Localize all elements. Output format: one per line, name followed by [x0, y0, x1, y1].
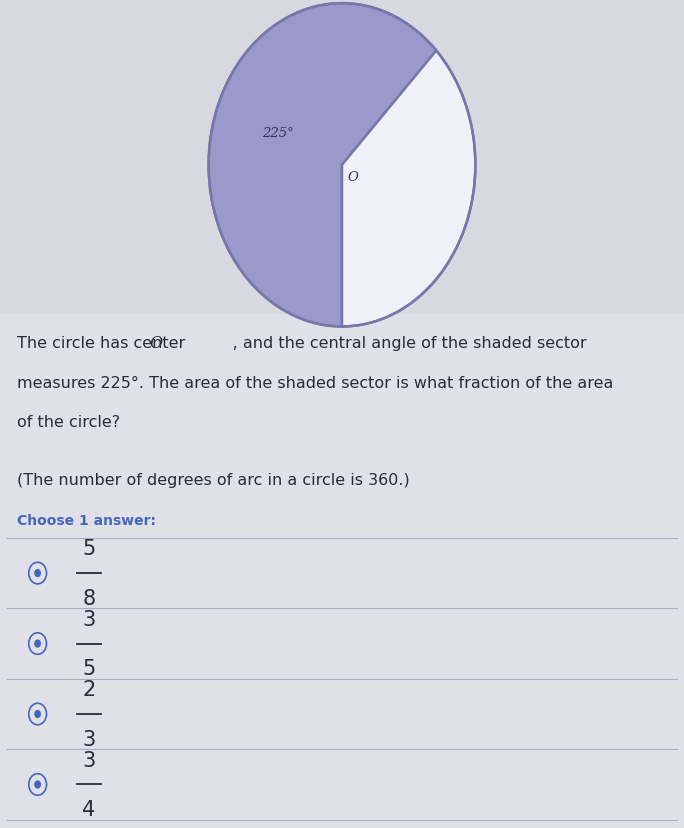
Text: (The number of degrees of arc in a circle is 360.): (The number of degrees of arc in a circl… [17, 472, 410, 487]
Text: The circle has center              , and the central angle of the shaded sector: The circle has center , and the central … [17, 335, 587, 350]
Text: O: O [149, 335, 162, 352]
Text: 5: 5 [82, 538, 96, 558]
Text: O: O [347, 171, 358, 184]
Text: Choose 1 answer:: Choose 1 answer: [17, 513, 156, 527]
Text: 3: 3 [82, 609, 96, 629]
Circle shape [34, 570, 41, 578]
Text: measures 225°. The area of the shaded sector is what fraction of the area: measures 225°. The area of the shaded se… [17, 375, 614, 390]
Text: 225°: 225° [262, 127, 294, 140]
Wedge shape [342, 51, 475, 327]
Wedge shape [209, 4, 436, 327]
Text: 3: 3 [82, 729, 96, 749]
Text: 8: 8 [82, 588, 96, 609]
Text: 4: 4 [82, 800, 96, 820]
Circle shape [34, 639, 41, 647]
Circle shape [209, 4, 475, 327]
Circle shape [34, 710, 41, 719]
Text: 2: 2 [82, 679, 96, 699]
Text: of the circle?: of the circle? [17, 415, 120, 430]
Bar [0, 315, 684, 828]
Text: 5: 5 [82, 659, 96, 679]
Circle shape [34, 781, 41, 789]
Text: 3: 3 [82, 749, 96, 770]
